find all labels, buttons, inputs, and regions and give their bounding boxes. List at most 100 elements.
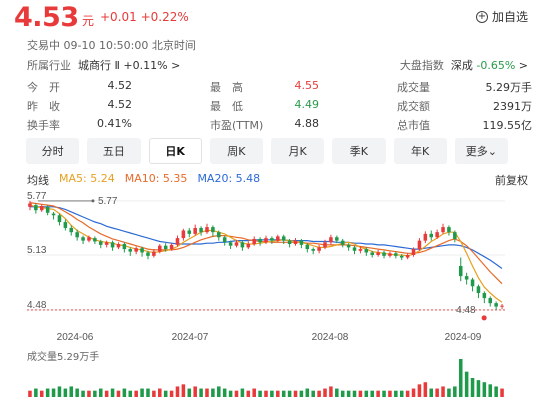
adjust-select[interactable]: 前复权 — [495, 174, 528, 187]
ma20-value: MA20: 5.48 — [197, 172, 261, 185]
volume-bar — [346, 390, 351, 397]
volume-bar — [305, 388, 310, 397]
volume-bar — [281, 390, 286, 397]
candle-body — [281, 236, 286, 241]
volume-bar — [405, 390, 410, 397]
candle-body — [34, 205, 38, 211]
volume-bar — [441, 386, 445, 397]
high-annotation-label: 5.77 — [98, 196, 118, 207]
candle-body — [116, 244, 121, 248]
volume-bar — [399, 390, 404, 397]
candle — [411, 247, 416, 257]
volume-bar — [122, 388, 127, 397]
candle — [364, 247, 369, 256]
stat-label: 最 低 — [210, 100, 243, 113]
candle — [352, 245, 357, 255]
volume-bar — [376, 390, 380, 397]
volume-bar — [246, 390, 251, 397]
stat-label: 昨 收 — [27, 100, 60, 113]
add-watchlist-button[interactable]: + 加自选 — [475, 8, 528, 25]
tab-4[interactable]: 月K — [271, 138, 325, 164]
industry-link[interactable]: 所属行业 城商行 Ⅱ +0.11% > — [27, 57, 180, 73]
candle-body — [447, 227, 451, 233]
volume-bar — [234, 390, 239, 397]
candle — [305, 243, 310, 253]
stat-label: 总市值 — [397, 119, 430, 132]
candle — [93, 236, 97, 245]
candle-body — [441, 227, 445, 233]
candle — [323, 239, 327, 250]
volume-bar — [382, 390, 386, 397]
volume-bar — [329, 386, 333, 397]
candle-body — [175, 238, 180, 245]
candle — [382, 250, 386, 259]
tab-7[interactable]: 更多 ⌄ — [454, 138, 508, 164]
candle — [104, 240, 109, 248]
candle-body — [488, 298, 493, 304]
volume-bar — [158, 388, 162, 397]
industry-name: 城商行 Ⅱ — [78, 59, 120, 72]
tab-2[interactable]: 日K — [148, 138, 202, 164]
tab-label: 五日 — [102, 145, 125, 158]
candle — [276, 234, 280, 243]
stat-label: 今 开 — [27, 81, 60, 94]
kline-chart[interactable]: 5.77 5.13 4.48 5.77 4.48 2024-06 2024-07 2024-0… — [0, 190, 550, 345]
candle-body — [252, 238, 256, 245]
volume-bar — [104, 390, 109, 397]
candle-body — [411, 249, 416, 255]
ma5-line — [29, 204, 503, 303]
volume-bar — [57, 386, 62, 397]
volume-bar — [470, 378, 475, 397]
volume-bar — [429, 388, 434, 397]
stat-label: 成交量 — [397, 81, 430, 94]
stat-value: 119.55亿 — [482, 119, 533, 132]
tab-3[interactable]: 周K — [209, 138, 263, 164]
volume-chart[interactable] — [0, 345, 550, 400]
candle — [234, 239, 239, 248]
candle — [181, 228, 186, 241]
candle — [122, 242, 127, 253]
market-change: -0.65% — [476, 59, 516, 72]
candle-body — [163, 245, 168, 250]
candle-body — [128, 249, 133, 252]
candle-body — [134, 248, 138, 252]
volume-bar — [69, 386, 74, 397]
candle — [140, 246, 144, 257]
candle — [281, 234, 286, 245]
candle-body — [423, 233, 428, 241]
stat-label: 成交额 — [397, 100, 430, 113]
candle — [399, 254, 404, 261]
volume-bar — [169, 390, 174, 397]
candle-body — [193, 227, 197, 234]
volume-bar — [453, 386, 457, 397]
ma10-value: MA10: 5.35 — [124, 172, 188, 185]
candle-body — [28, 203, 32, 207]
stat-value: 2391万 — [493, 100, 532, 113]
tab-5[interactable]: 季K — [332, 138, 386, 164]
candle — [270, 236, 274, 245]
candle — [340, 238, 345, 248]
price-unit: 元 — [82, 14, 95, 28]
tab-label: 周K — [227, 145, 246, 158]
candle — [429, 230, 434, 241]
candle-body — [340, 240, 345, 245]
candle-body — [417, 240, 422, 250]
candle — [394, 251, 398, 259]
volume-bar — [217, 386, 221, 397]
volume-bar — [500, 388, 504, 397]
candle-body — [470, 279, 475, 287]
candle — [87, 235, 91, 243]
tab-0[interactable]: 分时 — [26, 138, 80, 164]
volume-bar — [93, 390, 97, 397]
plus-circle-icon: + — [475, 10, 488, 23]
candle-body — [352, 247, 357, 251]
candle — [175, 235, 180, 247]
candle — [81, 235, 85, 245]
stat-value: 4.52 — [107, 98, 133, 111]
tab-1[interactable]: 五日 — [87, 138, 141, 164]
tab-6[interactable]: 年K — [393, 138, 447, 164]
candle-body — [187, 230, 192, 234]
market-index-link[interactable]: 大盘指数 深成 -0.65% > — [400, 57, 528, 73]
candle — [335, 235, 339, 244]
volume-bar — [28, 390, 32, 397]
